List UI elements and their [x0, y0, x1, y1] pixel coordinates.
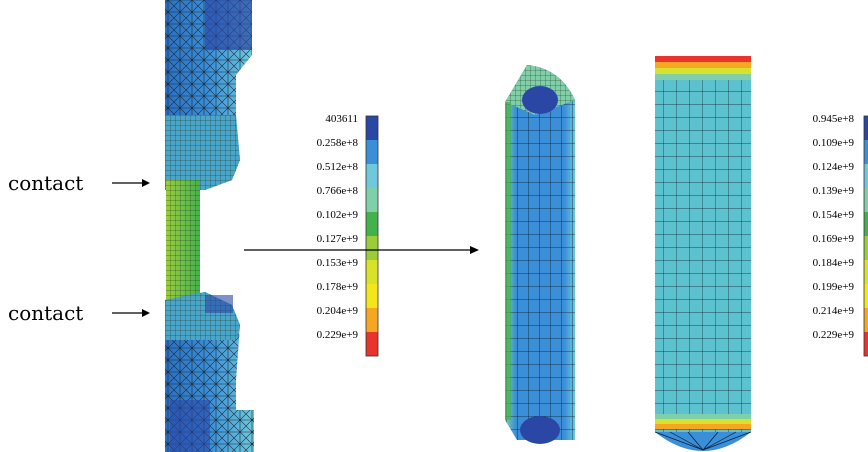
- legend-right-swatch: [864, 284, 868, 308]
- transfer-arrow: [244, 246, 479, 254]
- upper-contact-zone-mesh: [165, 115, 240, 190]
- contact-upper-arrowhead: [142, 179, 150, 187]
- cylinder-mesh: [655, 62, 751, 432]
- legend-left-swatch: [366, 308, 378, 332]
- cylinder-bottom-yellow: [655, 419, 751, 424]
- legend-right-swatch: [864, 260, 868, 284]
- cylinder-top-orange: [655, 62, 751, 68]
- legend-right-frame: [863, 115, 868, 357]
- legend-left-tick-label: 0.512e+8: [317, 161, 359, 173]
- legend-right-swatch: [864, 116, 868, 140]
- legend-right-swatch: [864, 164, 868, 188]
- cylinder-top-red: [655, 56, 751, 62]
- pin-cut-edge: [505, 102, 511, 420]
- legend-left-tick-label: 0.178e+9: [317, 281, 359, 293]
- pin-cut-top-dark-spot: [522, 86, 558, 114]
- legend-left-frame: [365, 115, 379, 357]
- legend-right-tick-label: 0.169e+9: [813, 233, 855, 245]
- pin-cut-bottom-dark-spot: [520, 416, 560, 444]
- cylinder-bottom-orange: [655, 424, 751, 429]
- legend-left-tick-label: 0.258e+8: [317, 137, 359, 149]
- legend-right-swatch: [864, 140, 868, 164]
- legend-right-swatch: [864, 308, 868, 332]
- cylinder-bottom-cap: [655, 432, 751, 451]
- legend-left-swatch: [366, 212, 378, 236]
- legend-left-swatch: [366, 164, 378, 188]
- legend-left: 403611 0.258e+8 0.512e+8 0.766e+8 0.102e+9 0.…: [317, 113, 379, 357]
- legend-right-tick-label: 0.154e+9: [813, 209, 855, 221]
- cylinder-bottom-green: [655, 414, 751, 419]
- pin-cut-mesh: [505, 65, 575, 440]
- lower-block-dark-region: [170, 400, 210, 452]
- contact-lower-text: contact: [8, 301, 83, 325]
- legend-right-tick-label: 0.229e+9: [813, 329, 855, 341]
- contact-upper-text: contact: [8, 171, 83, 195]
- transfer-arrowhead: [470, 246, 479, 254]
- legend-right-tick-label: 0.109e+9: [813, 137, 855, 149]
- legend-left-tick-label: 0.153e+9: [317, 257, 359, 269]
- contact-label-upper: contact: [8, 171, 150, 195]
- upper-block-dark-region: [205, 0, 252, 50]
- legend-left-tick-label: 0.127e+9: [317, 233, 359, 245]
- legend-right-swatch: [864, 332, 868, 356]
- legend-left-swatch: [366, 284, 378, 308]
- legend-left-tick-label: 0.766e+8: [317, 185, 359, 197]
- legend-right-tick-label: 0.214e+9: [813, 305, 855, 317]
- legend-left-tick-label: 0.204e+9: [317, 305, 359, 317]
- legend-left-tick-label: 403611: [325, 113, 358, 125]
- pin-mesh: [166, 180, 200, 308]
- cylinder-bottom-cap-mesh: [654, 431, 752, 451]
- cylinder-view: [654, 56, 752, 451]
- legend-left-swatch: [366, 140, 378, 164]
- legend-left-tick-label: 0.229e+9: [317, 329, 359, 341]
- legend-right-tick-label: 0.139e+9: [813, 185, 855, 197]
- legend-right-swatch: [864, 236, 868, 260]
- lower-contact-dark-region: [205, 295, 233, 313]
- legend-right: 0.945e+8 0.109e+9 0.124e+9 0.139e+9 0.154e+9…: [813, 113, 868, 357]
- legend-right-swatch: [864, 188, 868, 212]
- legend-right-swatch: [864, 212, 868, 236]
- legend-right-tick-label: 0.124e+9: [813, 161, 855, 173]
- pin-cut-view: [505, 65, 575, 444]
- left-mesh-model: [165, 0, 254, 452]
- cylinder-top-yellow: [655, 68, 751, 74]
- contact-label-lower: contact: [8, 301, 150, 325]
- legend-left-swatch: [366, 116, 378, 140]
- legend-right-tick-label: 0.199e+9: [813, 281, 855, 293]
- legend-left-swatch: [366, 188, 378, 212]
- legend-right-tick-label: 0.945e+8: [813, 113, 855, 125]
- legend-left-swatch: [366, 332, 378, 356]
- legend-left-tick-label: 0.102e+9: [317, 209, 359, 221]
- legend-right-tick-label: 0.184e+9: [813, 257, 855, 269]
- legend-left-swatch: [366, 236, 378, 260]
- cylinder-top-green: [655, 74, 751, 80]
- contact-lower-arrowhead: [142, 309, 150, 317]
- legend-left-swatch: [366, 260, 378, 284]
